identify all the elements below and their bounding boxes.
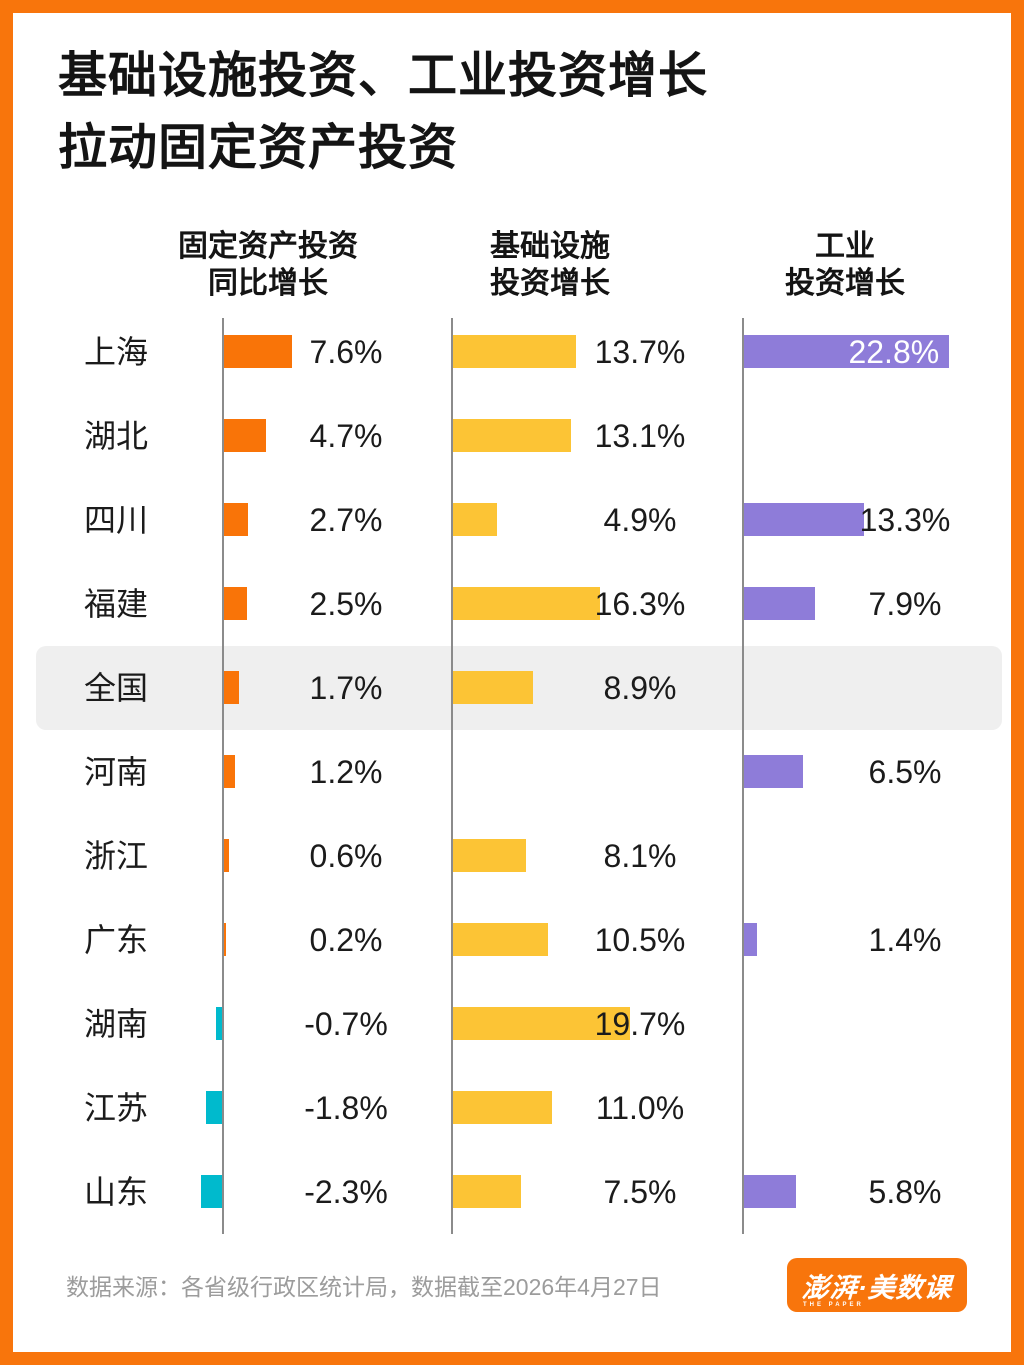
region-label: 山东 [83, 1174, 148, 1210]
bar-infra [453, 1007, 631, 1040]
value-label-fixed: 4.7% [309, 418, 383, 454]
value-label-infra: 8.1% [603, 838, 677, 874]
value-label-infra: 19.7% [594, 1006, 686, 1042]
column-header-line: 投资增长 [490, 267, 610, 300]
bar-infra [453, 839, 526, 872]
column-header-fixed-investment: 固定资产投资 同比增长 [108, 228, 428, 302]
region-label: 上海 [83, 334, 148, 370]
value-label-infra: 16.3% [594, 586, 686, 622]
page-title: 基础设施投资、工业投资增长 拉动固定资产投资 [58, 40, 978, 184]
value-label-infra: 13.1% [594, 418, 686, 454]
bar-infra [453, 1175, 521, 1208]
column-header-line: 同比增长 [208, 267, 328, 300]
value-label-industry: 1.4% [868, 922, 942, 958]
axis-line-industry [742, 318, 744, 1234]
bar-infra [453, 503, 498, 536]
bar-fixed [224, 839, 230, 872]
value-label-fixed: -0.7% [304, 1006, 388, 1042]
value-label-fixed: 0.6% [309, 838, 383, 874]
value-label-industry: 13.3% [859, 502, 951, 538]
column-header-industry: 工业 投资增长 [685, 228, 1005, 302]
chart-row: 广东 0.2% 10.5% 1.4% [0, 898, 1024, 982]
column-header-line: 工业 [815, 230, 875, 263]
region-label: 河南 [83, 754, 148, 790]
value-label-fixed: -2.3% [304, 1174, 388, 1210]
bar-fixed [201, 1175, 222, 1208]
value-label-fixed: 1.2% [309, 754, 383, 790]
data-source-note: 数据来源：各省级行政区统计局，数据截至2026年4月27日 [66, 1274, 662, 1300]
region-label: 湖南 [83, 1006, 148, 1042]
bar-fixed [224, 419, 267, 452]
bar-industry [744, 1175, 797, 1208]
value-label-fixed: 1.7% [309, 670, 383, 706]
column-header-infrastructure: 基础设施 投资增长 [390, 228, 710, 302]
chart-row: 浙江 0.6% 8.1% [0, 814, 1024, 898]
value-label-industry: 6.5% [868, 754, 942, 790]
page-title-line1: 基础设施投资、工业投资增长 [58, 49, 709, 103]
value-label-infra: 7.5% [603, 1174, 677, 1210]
publisher-logo-text: 澎湃·美数课 [801, 1272, 953, 1303]
bar-infra [453, 419, 571, 452]
bar-fixed [205, 1091, 222, 1124]
chart-row: 河南 1.2% 6.5% [0, 730, 1024, 814]
chart-row: 湖南 -0.7% 19.7% [0, 982, 1024, 1066]
axis-line-fixed [222, 318, 224, 1234]
value-label-industry: 7.9% [868, 586, 942, 622]
bar-fixed [224, 923, 226, 956]
column-header-line: 基础设施 [490, 230, 610, 263]
bar-industry [744, 923, 757, 956]
bar-fixed [224, 335, 293, 368]
chart-row: 江苏 -1.8% 11.0% [0, 1066, 1024, 1150]
bar-fixed [224, 755, 235, 788]
bar-fixed [215, 1007, 222, 1040]
region-label: 湖北 [83, 418, 148, 454]
bar-fixed [224, 587, 247, 620]
bar-industry [744, 587, 816, 620]
page-title-line2: 拉动固定资产投资 [58, 121, 459, 175]
value-label-fixed: 2.5% [309, 586, 383, 622]
publisher-logo-subtext: THE PAPER [803, 1302, 864, 1308]
region-label: 全国 [83, 670, 148, 706]
value-label-infra: 11.0% [595, 1090, 685, 1126]
value-label-fixed: 0.2% [309, 922, 383, 958]
chart-row: 福建 2.5% 16.3% 7.9% [0, 562, 1024, 646]
chart-row: 山东 -2.3% 7.5% 5.8% [0, 1150, 1024, 1234]
value-label-fixed: -1.8% [304, 1090, 388, 1126]
axis-line-infrastructure [451, 318, 453, 1234]
chart-row: 湖北 4.7% 13.1% [0, 394, 1024, 478]
chart-row: 上海 7.6% 13.7% 22.8% [0, 310, 1024, 394]
bar-industry [744, 503, 864, 536]
chart-row: 全国 1.7% 8.9% [0, 646, 1024, 730]
value-label-industry: 22.8% [848, 334, 940, 370]
bar-industry [744, 335, 950, 368]
value-label-infra: 13.7% [594, 334, 686, 370]
column-header-line: 投资增长 [785, 267, 905, 300]
value-label-industry: 5.8% [868, 1174, 942, 1210]
region-label: 广东 [83, 922, 148, 958]
bar-industry [744, 755, 803, 788]
region-label: 四川 [83, 502, 148, 538]
bar-infra [453, 1091, 552, 1124]
column-header-line: 固定资产投资 [178, 230, 358, 263]
region-label: 福建 [83, 586, 148, 622]
bar-infra [453, 671, 534, 704]
bar-infra [453, 587, 600, 620]
region-label: 浙江 [83, 838, 148, 874]
value-label-fixed: 7.6% [309, 334, 383, 370]
bar-fixed [224, 671, 240, 704]
value-label-infra: 10.5% [594, 922, 686, 958]
region-label: 江苏 [83, 1090, 148, 1126]
value-label-infra: 8.9% [603, 670, 677, 706]
publisher-logo: 澎湃·美数课 THE PAPER [787, 1258, 967, 1312]
value-label-infra: 4.9% [603, 502, 677, 538]
bar-infra [453, 335, 577, 368]
bar-chart: 上海 7.6% 13.7% 22.8% 湖北 4.7% 13.1% 四川 2.7% 4.9% 13.… [0, 310, 1024, 1234]
bar-infra [453, 923, 548, 956]
value-label-fixed: 2.7% [309, 502, 383, 538]
bar-fixed [224, 503, 249, 536]
chart-row: 四川 2.7% 4.9% 13.3% [0, 478, 1024, 562]
